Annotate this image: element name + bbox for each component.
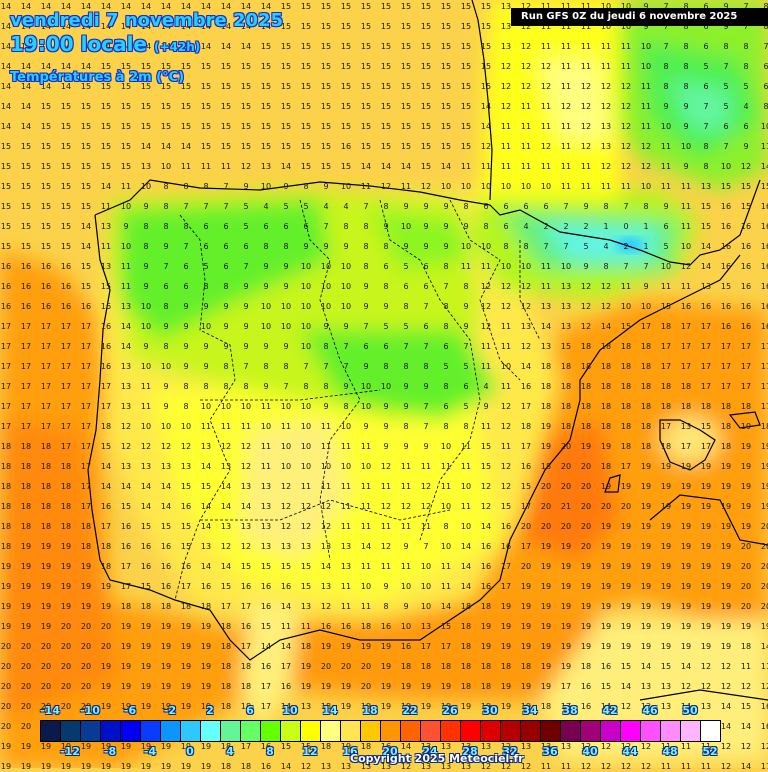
color-swatch (321, 721, 341, 741)
scale-label-bottom: 36 (542, 745, 558, 758)
scale-label-top: 30 (482, 704, 498, 717)
coastlines (87, 0, 768, 701)
scale-label-bottom: 44 (622, 745, 638, 758)
local-time: 19:00 locale (10, 32, 147, 56)
scale-label-bottom: 40 (582, 745, 598, 758)
color-swatch (241, 721, 261, 741)
scale-label-bottom: 0 (186, 745, 194, 758)
scale-label-top: 14 (322, 704, 338, 717)
color-swatch (181, 721, 201, 741)
color-swatch (301, 721, 321, 741)
scale-label-top: 22 (402, 704, 418, 717)
color-swatch (601, 721, 621, 741)
color-swatch (381, 721, 401, 741)
forecast-offset: (+42h) (153, 40, 201, 54)
scale-label-top: 26 (442, 704, 458, 717)
scale-label-top: -6 (123, 704, 137, 717)
color-swatch (421, 721, 441, 741)
scale-label-top: 2 (206, 704, 214, 717)
scale-label-bottom: 28 (462, 745, 478, 758)
copyright: Copyright 2025 Meteociel.fr (350, 752, 524, 765)
color-swatch (361, 721, 381, 741)
color-swatch (621, 721, 641, 741)
color-swatch (541, 721, 561, 741)
color-swatch (101, 721, 121, 741)
color-swatch (481, 721, 501, 741)
color-swatch (441, 721, 461, 741)
color-swatch (201, 721, 221, 741)
color-swatch (261, 721, 281, 741)
color-swatch (401, 721, 421, 741)
color-swatch (341, 721, 361, 741)
scale-label-top: 34 (522, 704, 538, 717)
forecast-time: 19:00 locale (+42h) (10, 32, 200, 56)
scale-label-bottom: 32 (502, 745, 518, 758)
scale-label-top: 42 (602, 704, 618, 717)
color-swatch (461, 721, 481, 741)
color-swatch (641, 721, 661, 741)
scale-label-bottom: 8 (266, 745, 274, 758)
scale-label-bottom: -12 (60, 745, 80, 758)
color-swatch (281, 721, 301, 741)
scale-label-bottom: 20 (382, 745, 398, 758)
scale-label-bottom: 52 (702, 745, 718, 758)
color-swatch (161, 721, 181, 741)
color-swatch (561, 721, 581, 741)
forecast-date: vendredi 7 novembre 2025 (10, 10, 284, 31)
scale-label-bottom: -8 (103, 745, 117, 758)
color-swatch (61, 721, 81, 741)
variable-title: Températures à 2m (°C) (10, 70, 185, 85)
color-swatch (581, 721, 601, 741)
scale-label-top: 18 (362, 704, 378, 717)
scale-label-top: 6 (246, 704, 254, 717)
scale-label-bottom: 24 (422, 745, 438, 758)
color-swatch (501, 721, 521, 741)
color-swatch (81, 721, 101, 741)
scale-label-top: -14 (40, 704, 60, 717)
color-swatch (221, 721, 241, 741)
scale-label-bottom: -4 (143, 745, 157, 758)
scale-label-bottom: 48 (662, 745, 678, 758)
color-swatch (121, 721, 141, 741)
model-run-label: Run GFS 0Z du jeudi 6 novembre 2025 (511, 8, 768, 26)
scale-label-bottom: 12 (302, 745, 318, 758)
color-swatch (661, 721, 681, 741)
admin-borders (174, 199, 541, 601)
color-swatch (681, 721, 701, 741)
color-swatch (141, 721, 161, 741)
scale-label-top: 46 (642, 704, 658, 717)
color-swatch (521, 721, 541, 741)
scale-label-top: -2 (163, 704, 177, 717)
scale-label-bottom: 16 (342, 745, 358, 758)
color-swatch (41, 721, 61, 741)
scale-label-top: 50 (682, 704, 698, 717)
scale-label-top: -10 (80, 704, 100, 717)
scale-label-top: 10 (282, 704, 298, 717)
color-swatch (701, 721, 720, 741)
scale-label-bottom: 4 (226, 745, 234, 758)
scale-label-top: 38 (562, 704, 578, 717)
color-scale-bar (40, 720, 721, 742)
